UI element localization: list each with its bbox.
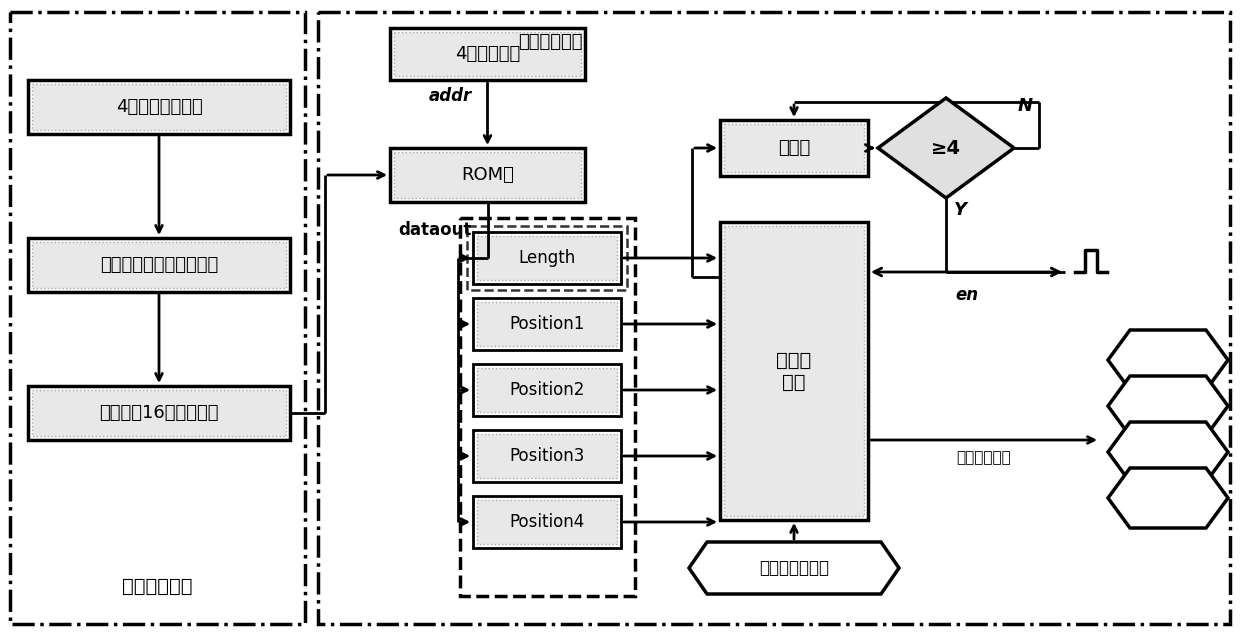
Text: 4路使能组合: 4路使能组合 xyxy=(455,45,520,63)
Text: addr: addr xyxy=(428,87,471,105)
Bar xyxy=(29,238,290,292)
Bar xyxy=(472,232,621,284)
Bar xyxy=(391,148,585,202)
Bar xyxy=(29,386,290,440)
Bar xyxy=(32,390,286,436)
Bar xyxy=(317,12,1230,624)
Bar xyxy=(724,124,864,172)
Text: Length: Length xyxy=(518,249,575,267)
Bar xyxy=(394,32,582,76)
Text: ROM核: ROM核 xyxy=(461,166,513,184)
Bar xyxy=(467,226,627,290)
Bar xyxy=(10,12,305,624)
Bar xyxy=(472,430,621,482)
Text: 计算使能有效的个数位置: 计算使能有效的个数位置 xyxy=(100,256,218,274)
Text: Y: Y xyxy=(954,201,967,219)
Polygon shape xyxy=(878,98,1014,198)
Text: 组合形成16进制数文件: 组合形成16进制数文件 xyxy=(99,404,218,422)
Bar xyxy=(477,236,618,280)
Text: 软件处理部分: 软件处理部分 xyxy=(123,576,192,595)
Bar xyxy=(720,222,868,520)
Bar xyxy=(472,364,621,416)
Bar xyxy=(472,298,621,350)
Bar xyxy=(32,242,286,288)
Bar xyxy=(724,226,864,516)
Polygon shape xyxy=(1109,330,1228,390)
Bar xyxy=(477,368,618,412)
Polygon shape xyxy=(1109,468,1228,528)
Bar xyxy=(460,218,635,596)
Text: en: en xyxy=(955,286,978,304)
Bar xyxy=(477,500,618,544)
Text: Position1: Position1 xyxy=(510,315,585,333)
Text: 并行数据输出: 并行数据输出 xyxy=(956,450,1012,465)
Bar xyxy=(477,434,618,478)
Bar xyxy=(720,120,868,176)
Text: Position2: Position2 xyxy=(510,381,585,399)
Text: Position4: Position4 xyxy=(510,513,584,531)
Text: N: N xyxy=(1018,97,1033,115)
Text: dataout: dataout xyxy=(398,221,471,239)
Text: 4路使能输出模拟: 4路使能输出模拟 xyxy=(115,98,202,116)
Text: 重采样输出数据: 重采样输出数据 xyxy=(759,559,830,577)
Text: 硬件处理部分: 硬件处理部分 xyxy=(518,33,583,51)
Text: 计数器: 计数器 xyxy=(777,139,810,157)
Text: ≥4: ≥4 xyxy=(931,139,961,158)
Bar xyxy=(32,84,286,130)
Polygon shape xyxy=(689,542,899,594)
Bar xyxy=(391,28,585,80)
Bar xyxy=(472,496,621,548)
Text: Position3: Position3 xyxy=(510,447,585,465)
Text: 移位寄
存器: 移位寄 存器 xyxy=(776,350,812,392)
Polygon shape xyxy=(1109,376,1228,436)
Bar xyxy=(29,80,290,134)
Polygon shape xyxy=(1109,422,1228,482)
Bar xyxy=(394,152,582,198)
Bar xyxy=(477,302,618,346)
